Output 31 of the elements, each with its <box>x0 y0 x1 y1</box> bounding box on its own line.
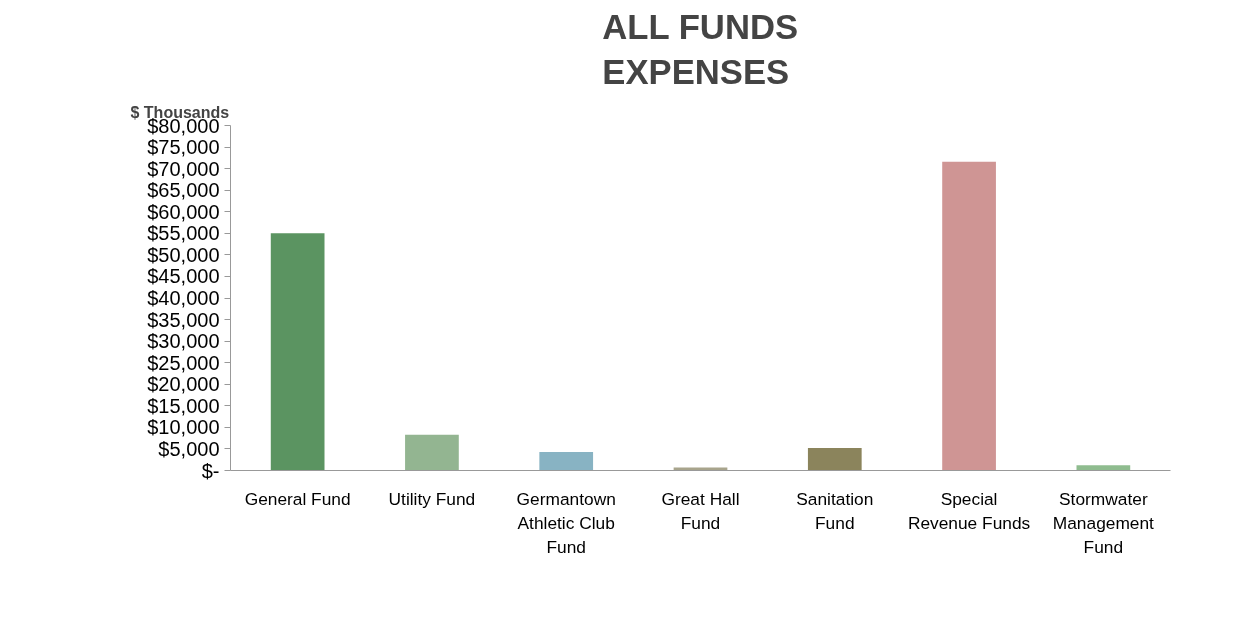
y-tick-label: $55,000 <box>147 222 220 245</box>
bar <box>942 161 996 471</box>
y-tick-label: $5,000 <box>158 437 220 460</box>
x-tick-label: Great Hall Fund <box>661 488 740 533</box>
y-tick-label: $20,000 <box>147 373 220 396</box>
bar <box>673 467 728 471</box>
x-tick-label: Stormwater Management Fund <box>1052 488 1155 557</box>
y-tick-label: $- <box>201 459 220 482</box>
y-tick-label: $40,000 <box>147 287 220 309</box>
y-tick-label: $65,000 <box>147 179 220 202</box>
y-tick-label: $60,000 <box>147 200 220 223</box>
y-tick-label: $75,000 <box>147 136 220 159</box>
y-tick-label: $45,000 <box>147 265 220 288</box>
x-tick-label: Sanitation Fund <box>796 488 874 533</box>
bar <box>539 451 594 471</box>
y-tick-label: $35,000 <box>147 308 220 331</box>
bar <box>405 434 459 471</box>
y-tick-label: $10,000 <box>147 416 220 439</box>
y-tick-label: $15,000 <box>147 394 220 417</box>
bar <box>1076 465 1131 471</box>
x-tick-label: Special Revenue Funds <box>907 488 1031 533</box>
x-tick-label: Germantown Athletic Club Fund <box>516 488 616 557</box>
bar <box>270 233 325 471</box>
y-tick-label: $30,000 <box>147 330 220 353</box>
x-tick-label: General Fund <box>244 488 351 509</box>
chart-title: ALL FUNDS EXPENSES <box>602 7 799 92</box>
y-tick-label: $70,000 <box>147 157 220 180</box>
y-tick-label: $50,000 <box>147 243 220 266</box>
y-tick-label: $25,000 <box>147 351 220 374</box>
x-tick-label: Utility Fund <box>388 488 476 509</box>
bar <box>807 448 862 471</box>
